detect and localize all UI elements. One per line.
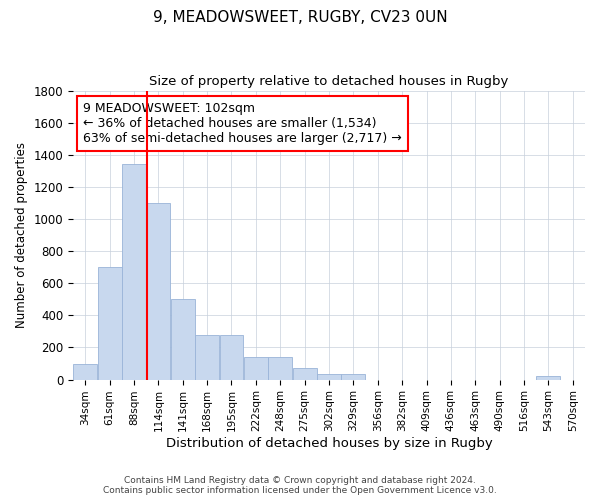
X-axis label: Distribution of detached houses by size in Rugby: Distribution of detached houses by size … (166, 437, 493, 450)
Bar (98, 267, 122, 380)
Bar (293, 368, 317, 380)
Text: 9 MEADOWSWEET: 102sqm
← 36% of detached houses are smaller (1,534)
63% of semi-d: 9 MEADOWSWEET: 102sqm ← 36% of detached … (83, 102, 402, 145)
Bar (73, 364, 97, 380)
Bar (146, 203, 170, 380)
Bar (122, 164, 146, 380)
Bar (244, 357, 268, 380)
Bar (171, 300, 194, 380)
Text: 9, MEADOWSWEET, RUGBY, CV23 0UN: 9, MEADOWSWEET, RUGBY, CV23 0UN (152, 10, 448, 25)
Title: Size of property relative to detached houses in Rugby: Size of property relative to detached ho… (149, 75, 509, 88)
Bar (536, 376, 560, 380)
Y-axis label: Number of detached properties: Number of detached properties (15, 142, 28, 328)
Bar (341, 374, 365, 380)
Text: Contains HM Land Registry data © Crown copyright and database right 2024.
Contai: Contains HM Land Registry data © Crown c… (103, 476, 497, 495)
Bar (268, 357, 292, 380)
Bar (195, 336, 219, 380)
Bar (317, 374, 341, 380)
Bar (220, 336, 244, 380)
